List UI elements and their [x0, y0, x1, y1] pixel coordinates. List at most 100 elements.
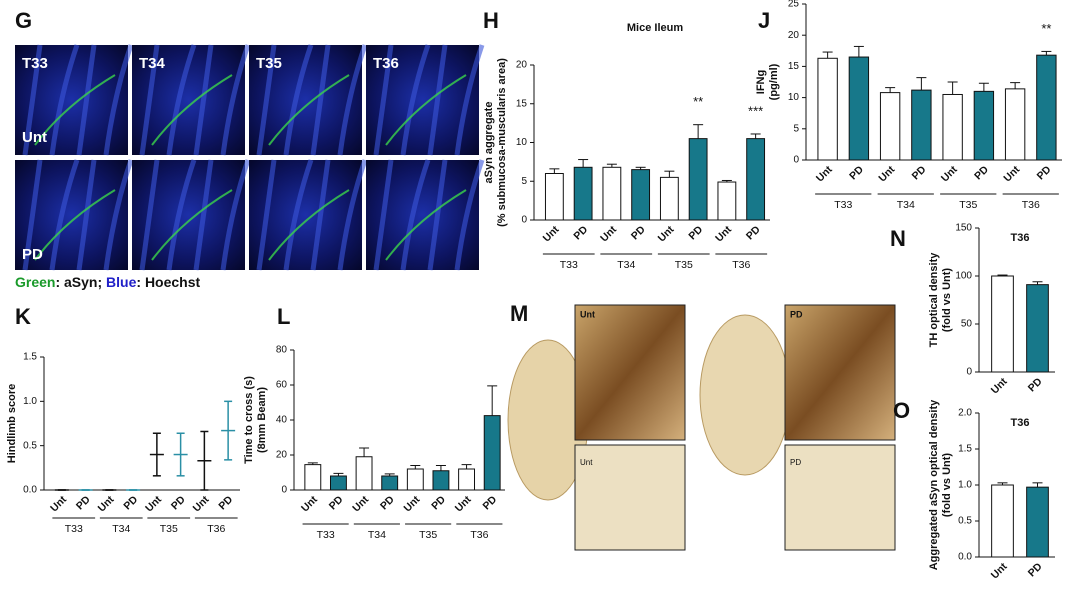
- x-tick-label: PD: [972, 163, 991, 182]
- x-tick-label: Unt: [939, 163, 960, 184]
- bar: [688, 138, 708, 221]
- x-tick-label: PD: [1035, 163, 1054, 182]
- tissue-fold: [139, 159, 160, 271]
- bar: [717, 181, 737, 221]
- y-axis-label: IFNg: [755, 70, 767, 94]
- column-label: T33: [22, 55, 48, 72]
- bar: [631, 169, 651, 221]
- panel-letter: N: [890, 226, 906, 251]
- tissue-fold: [400, 44, 431, 156]
- tissue-fold: [454, 44, 485, 156]
- group-label: T34: [368, 529, 386, 541]
- group-label: T36: [470, 529, 488, 541]
- caption: Green: aSyn; Blue: Hoechst: [15, 274, 201, 290]
- asyn-signal: [385, 189, 467, 261]
- tissue-fold: [103, 44, 134, 156]
- x-tick-label: Unt: [989, 560, 1010, 581]
- row-label: Unt: [22, 129, 47, 146]
- brain-slice: [699, 314, 791, 476]
- x-tick-label: PD: [169, 493, 188, 512]
- inset-label: PD: [790, 458, 801, 467]
- inset-label: PD: [790, 309, 803, 319]
- asyn-signal: [34, 189, 116, 261]
- tissue-fold: [49, 159, 80, 271]
- bar: [1004, 88, 1026, 161]
- column-label: T34: [139, 55, 166, 72]
- y-tick-label: 25: [788, 0, 800, 10]
- group-label: T35: [959, 199, 977, 211]
- y-tick-label: 0: [793, 155, 799, 166]
- significance: ***: [748, 103, 763, 118]
- x-tick-label: PD: [629, 223, 648, 242]
- panel-letter: L: [277, 304, 290, 329]
- x-tick-label: PD: [686, 223, 705, 242]
- y-tick-label: 20: [788, 30, 800, 41]
- tissue-fold: [256, 44, 277, 156]
- bar: [848, 56, 870, 161]
- panel-letter: G: [15, 8, 32, 33]
- group-label: T35: [675, 259, 693, 271]
- bar: [304, 464, 322, 491]
- tissue-fold: [373, 44, 394, 156]
- chart-title: T36: [1011, 232, 1030, 244]
- asyn-signal: [151, 74, 233, 146]
- x-tick-label: PD: [327, 493, 346, 512]
- tissue-fold: [76, 44, 97, 156]
- x-tick-label: PD: [429, 493, 448, 512]
- tissue-fold: [220, 44, 251, 156]
- x-tick-label: PD: [1026, 375, 1045, 394]
- x-tick-label: Unt: [402, 493, 423, 514]
- bar: [602, 166, 622, 221]
- tissue-fold: [310, 159, 331, 271]
- group-label: T34: [617, 259, 635, 271]
- bar: [746, 138, 766, 221]
- tissue-fold: [337, 44, 368, 156]
- y-axis-label: TH optical density: [928, 252, 940, 348]
- y-tick-label: 5: [793, 123, 799, 134]
- x-tick-label: PD: [571, 223, 590, 242]
- y-tick-label: 80: [276, 345, 288, 356]
- caption-part: : aSyn;: [55, 274, 106, 290]
- y-tick-label: 1.0: [958, 480, 972, 491]
- y-tick-label: 20: [276, 450, 288, 461]
- x-tick-label: Unt: [453, 493, 474, 514]
- bar: [879, 92, 901, 161]
- microscopy-grid: T33 T34 T35 T36 Unt PD Green: aSyn; Blue…: [15, 44, 485, 290]
- x-tick-label: Unt: [598, 223, 619, 244]
- y-axis-label: aSyn aggregate: [483, 102, 495, 184]
- y-axis-label: (8mm Beam): [256, 387, 268, 453]
- x-tick-label: Unt: [350, 493, 371, 514]
- tissue-fold: [400, 159, 431, 271]
- tissue-fold: [373, 159, 394, 271]
- inset-label: Unt: [580, 309, 595, 319]
- group-label: T36: [732, 259, 750, 271]
- tissue-fold: [76, 159, 97, 271]
- y-tick-label: 0.0: [23, 485, 37, 496]
- bar: [659, 176, 679, 221]
- bar: [458, 468, 476, 491]
- x-tick-label: Unt: [876, 163, 897, 184]
- x-tick-label: Unt: [48, 493, 69, 514]
- bar: [432, 470, 450, 491]
- y-tick-label: 15: [516, 98, 528, 109]
- asyn-signal: [268, 74, 350, 146]
- tissue-fold: [139, 44, 160, 156]
- x-tick-label: Unt: [143, 493, 164, 514]
- y-tick-label: 0.5: [23, 440, 37, 451]
- x-tick-label: PD: [480, 493, 499, 512]
- x-tick-label: PD: [847, 163, 866, 182]
- y-axis-label: Hindlimb score: [6, 384, 18, 463]
- y-tick-label: 0: [281, 485, 287, 496]
- x-tick-label: Unt: [656, 223, 677, 244]
- y-tick-label: 0: [966, 367, 972, 378]
- tissue-fold: [166, 44, 197, 156]
- bar: [355, 456, 373, 491]
- inset: [574, 444, 686, 551]
- bar: [991, 484, 1014, 558]
- group-label: T36: [1022, 199, 1040, 211]
- y-tick-label: 1.5: [23, 352, 37, 363]
- bar: [1026, 284, 1049, 373]
- y-tick-label: 10: [516, 137, 528, 148]
- tissue-fold: [283, 159, 314, 271]
